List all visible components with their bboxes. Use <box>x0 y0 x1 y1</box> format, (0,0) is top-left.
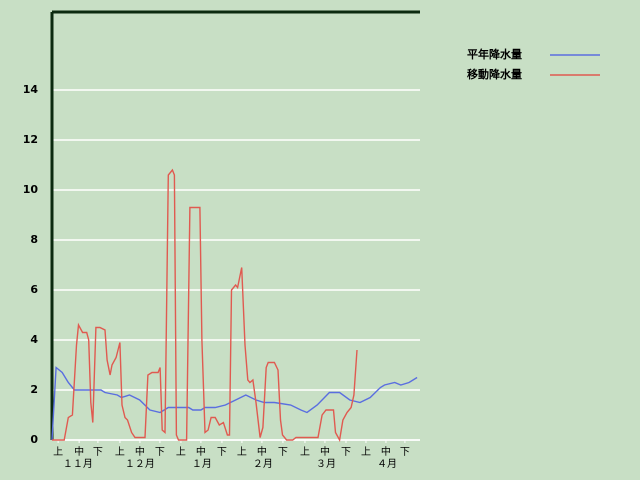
month-label: １２月 <box>125 458 155 470</box>
legend-label: 移動降水量 <box>467 67 522 81</box>
x-tick-label: 上 <box>53 446 63 458</box>
x-tick-label: 下 <box>400 447 410 458</box>
x-tick-label: 下 <box>341 447 351 458</box>
series-line <box>52 168 358 443</box>
y-tick-label: 12 <box>23 133 38 146</box>
y-tick-label: 14 <box>23 83 39 96</box>
month-label: ４月 <box>377 458 397 470</box>
x-tick-label: 中 <box>257 445 267 458</box>
x-tick-label: 下 <box>217 447 227 458</box>
x-tick-label: 上 <box>237 446 247 458</box>
x-tick-label: 上 <box>361 446 371 458</box>
y-tick-label: 10 <box>23 183 39 196</box>
month-label: ２月 <box>253 458 273 470</box>
x-tick-label: 中 <box>196 445 206 458</box>
x-tick-label: 中 <box>74 445 84 458</box>
x-tick-label: 中 <box>381 445 391 458</box>
month-label: １月 <box>192 458 212 470</box>
x-tick-label: 中 <box>135 445 145 458</box>
x-tick-label: 下 <box>93 447 103 458</box>
y-tick-label: 0 <box>30 433 38 446</box>
y-tick-label: 4 <box>30 333 38 346</box>
x-tick-label: 上 <box>176 446 186 458</box>
month-label: １１月 <box>63 458 93 470</box>
x-tick-label: 上 <box>300 446 310 458</box>
series-line <box>51 366 418 441</box>
legend-label: 平年降水量 <box>467 47 522 61</box>
y-tick-label: 8 <box>30 233 38 246</box>
x-tick-label: 下 <box>278 447 288 458</box>
x-tick-label: 下 <box>155 447 165 458</box>
y-tick-label: 6 <box>30 283 38 296</box>
month-label: ３月 <box>316 458 336 470</box>
y-tick-label: 2 <box>30 383 38 396</box>
x-tick-label: 中 <box>320 445 330 458</box>
x-tick-label: 上 <box>115 446 125 458</box>
